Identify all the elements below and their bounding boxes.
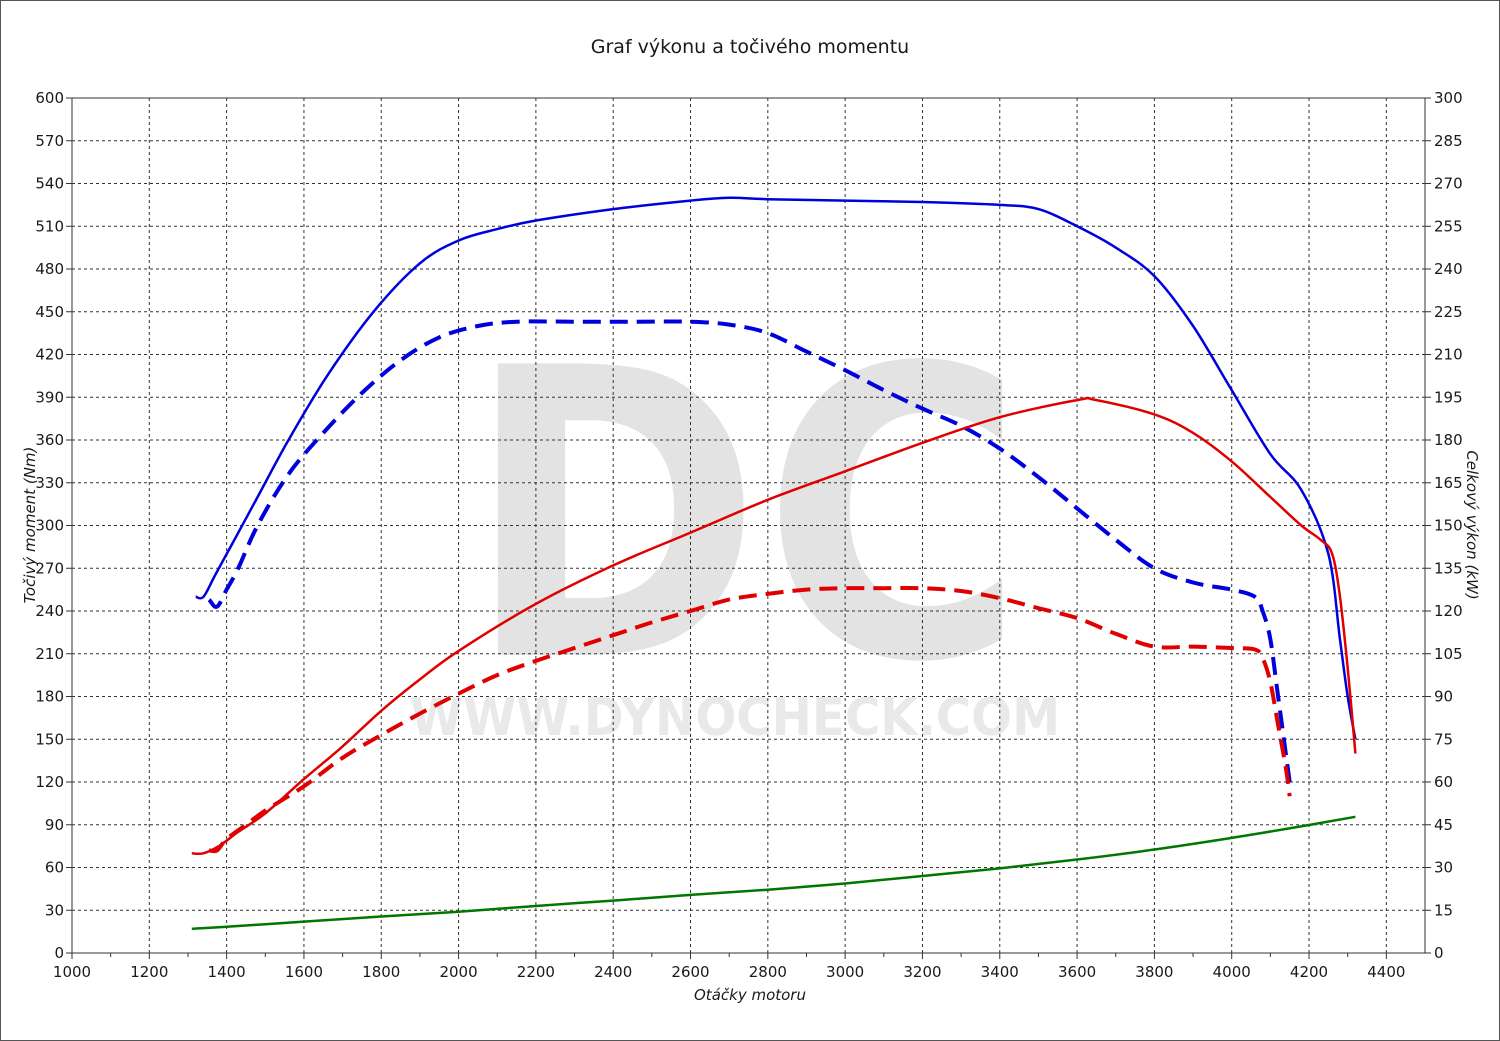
x-tick-label: 4000: [1213, 963, 1251, 981]
y-left-tick-label: 150: [35, 730, 64, 748]
torque-tuned-line: [195, 196, 1357, 740]
x-tick-label: 3600: [1058, 963, 1096, 981]
y-right-tick-label: 165: [1434, 474, 1463, 492]
loss-power-line: [191, 815, 1356, 931]
y-right-tick-label: 75: [1434, 730, 1453, 748]
y-left-tick-label: 120: [35, 773, 64, 791]
grid: [72, 98, 1425, 953]
y-left-tick-label: 300: [35, 517, 64, 535]
x-tick-label: 1000: [53, 963, 91, 981]
y-right-tick-label: 90: [1434, 688, 1453, 706]
x-tick-label: 1600: [285, 963, 323, 981]
y-left-tick-label: 0: [54, 944, 64, 962]
y-left-tick-label: 480: [35, 260, 64, 278]
y-right-tick-label: 255: [1434, 217, 1463, 235]
y-right-tick-label: 0: [1434, 944, 1444, 962]
y-left-tick-label: 570: [35, 132, 64, 150]
y-left-tick-label: 540: [35, 175, 64, 193]
y-right-tick-label: 105: [1434, 645, 1463, 663]
y-left-tick-label: 270: [35, 559, 64, 577]
series-group: [191, 196, 1357, 931]
y-right-tick-label: 210: [1434, 346, 1463, 364]
x-tick-label: 1200: [130, 963, 168, 981]
x-axis-label: Otáčky motoru: [694, 986, 806, 1004]
y-right-tick-label: 240: [1434, 260, 1463, 278]
x-tick-label: 3800: [1135, 963, 1173, 981]
x-tick-label: 1800: [362, 963, 400, 981]
x-tick-label: 2400: [594, 963, 632, 981]
x-tick-label: 1400: [208, 963, 246, 981]
x-tick-label: 2200: [517, 963, 555, 981]
x-tick-label: 3400: [981, 963, 1019, 981]
y-left-tick-label: 600: [35, 89, 64, 107]
x-tick-label: 3000: [826, 963, 864, 981]
y-right-tick-label: 150: [1434, 517, 1463, 535]
watermark: DC WWW.DYNOCHECK.COM: [410, 285, 1060, 750]
y-axis-left-label: Točivý moment (Nm): [21, 447, 39, 604]
y-left-tick-label: 420: [35, 346, 64, 364]
y-left-tick-label: 240: [35, 602, 64, 620]
chart-title: Graf výkonu a točivého momentu: [591, 36, 909, 58]
watermark-letters: DC: [465, 285, 1025, 750]
y-axis-right-label: Celkový výkon (kW): [1463, 450, 1481, 599]
y-right-tick-label: 60: [1434, 773, 1453, 791]
watermark-url: WWW.DYNOCHECK.COM: [410, 688, 1060, 748]
y-right-tick-label: 120: [1434, 602, 1463, 620]
y-right-tick-label: 225: [1434, 303, 1463, 321]
y-left-tick-label: 60: [45, 859, 64, 877]
y-right-tick-label: 135: [1434, 559, 1463, 577]
power-tuned-line: [191, 396, 1357, 856]
x-tick-label: 2000: [439, 963, 477, 981]
y-right-tick-label: 45: [1434, 816, 1453, 834]
x-tick-label: 2800: [749, 963, 787, 981]
axis-ticks: 1000 1200 1400 1600 1800 2000 2200 2400 2600 2800…: [35, 89, 1462, 981]
y-left-tick-label: 360: [35, 431, 64, 449]
torque-stock-line: [207, 319, 1292, 783]
y-left-tick-label: 30: [45, 901, 64, 919]
y-right-tick-label: 300: [1434, 89, 1463, 107]
x-tick-label: 4200: [1290, 963, 1328, 981]
y-right-tick-label: 30: [1434, 859, 1453, 877]
y-left-tick-label: 390: [35, 388, 64, 406]
y-left-tick-label: 180: [35, 688, 64, 706]
y-right-tick-label: 270: [1434, 175, 1463, 193]
y-right-tick-label: 180: [1434, 431, 1463, 449]
y-left-tick-label: 330: [35, 474, 64, 492]
x-tick-label: 2600: [671, 963, 709, 981]
y-right-tick-label: 285: [1434, 132, 1463, 150]
y-right-tick-label: 15: [1434, 901, 1453, 919]
x-tick-label: 4400: [1367, 963, 1405, 981]
y-left-tick-label: 90: [45, 816, 64, 834]
x-tick-label: 3200: [903, 963, 941, 981]
y-left-tick-label: 450: [35, 303, 64, 321]
y-left-tick-label: 210: [35, 645, 64, 663]
y-right-tick-label: 195: [1434, 388, 1463, 406]
y-left-tick-label: 510: [35, 217, 64, 235]
